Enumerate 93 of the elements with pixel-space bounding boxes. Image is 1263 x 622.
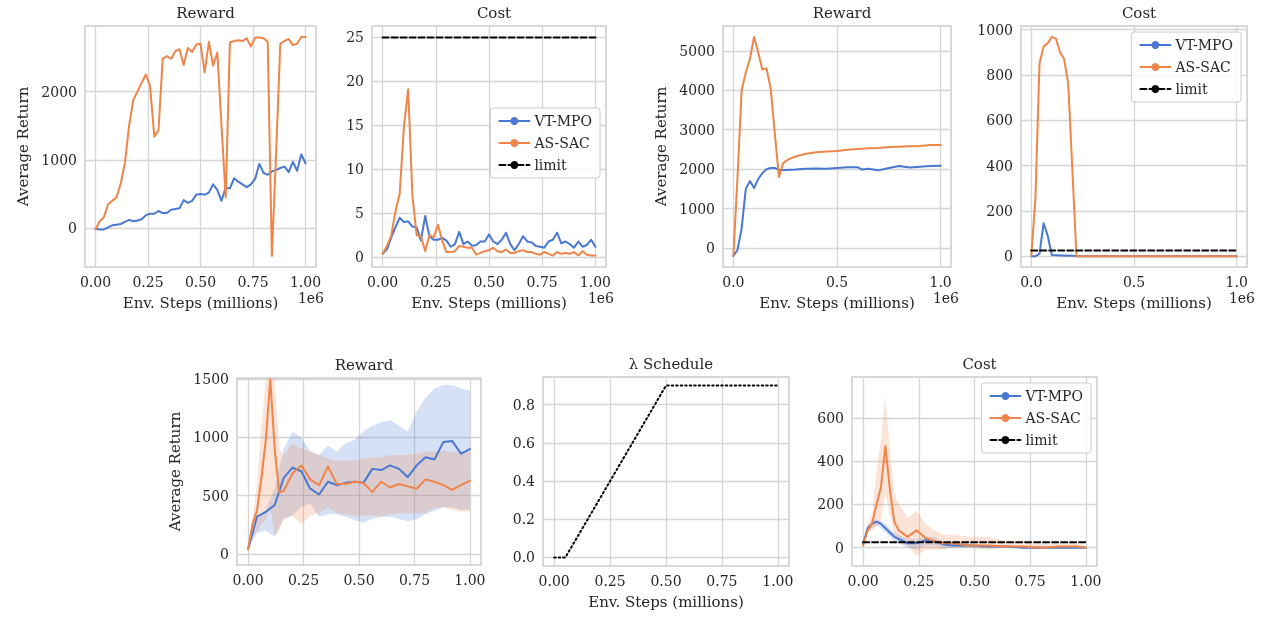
x-tick-label: 0.0: [1020, 274, 1043, 290]
text: 1e6: [587, 290, 615, 306]
x-tick-label: 0.50: [184, 274, 217, 290]
y-tick-label: 0.2: [512, 511, 535, 528]
x-tick-label: 0.75: [526, 274, 558, 290]
chart-title: Cost: [962, 354, 997, 373]
y-tick-label: 25: [346, 29, 364, 46]
y-tick-label: 0: [355, 249, 364, 266]
x-tick-label: 0.50: [650, 573, 682, 589]
x-tick-label: 0.25: [903, 573, 935, 589]
x-axis-title: Env. Steps (millions): [588, 592, 744, 611]
legend-label: VT-MPO: [1174, 37, 1233, 53]
legend-label: AS-SAC: [1024, 410, 1081, 426]
y-tick-label: 600: [817, 410, 844, 427]
y-tick-label: 0.8: [512, 396, 535, 413]
x-tick-label: 0.5: [825, 274, 849, 290]
x-tick-label: 0.50: [473, 274, 505, 290]
y-tick-label: 200: [986, 202, 1013, 219]
x-tick-label: 1.00: [454, 572, 486, 588]
x-axis-title: Env. Steps (millions): [759, 293, 915, 312]
x-axis-title: Env. Steps (millions): [122, 293, 279, 312]
x-tick-label: 0.00: [538, 573, 570, 589]
legend-label: AS-SAC: [1174, 59, 1231, 75]
y-tick-label: 0.4: [512, 473, 536, 490]
x-tick-label: 0.25: [420, 274, 452, 290]
x-tick-label: 0.75: [706, 573, 738, 589]
y-tick-label: 4000: [679, 82, 715, 99]
y-tick-label: 400: [986, 157, 1013, 174]
x-tick-label: 1.00: [762, 573, 794, 589]
x-tick-label: 1.0: [929, 274, 952, 290]
text: 1e6: [1228, 290, 1256, 306]
y-tick-label: 3000: [679, 121, 715, 138]
x-tick-label: 0.50: [958, 573, 991, 589]
y-axis-title: Average Return: [165, 411, 184, 533]
y-axis-title: Average Return: [13, 86, 32, 208]
y-tick-label: 0: [706, 240, 715, 257]
y-tick-label: 0: [68, 220, 77, 237]
x-tick-label: 0.50: [343, 572, 375, 588]
x-tick-label: 1.00: [1070, 573, 1102, 589]
chart-title: Cost: [1121, 3, 1157, 22]
x-tick-label: 0.75: [237, 274, 269, 290]
y-tick-label: 0.0: [512, 549, 535, 566]
text: 1e6: [932, 290, 960, 306]
x-tick-label: 1.00: [289, 274, 322, 290]
text: 1e6: [297, 290, 325, 306]
y-tick-label: 5: [355, 205, 364, 222]
y-tick-label: 800: [986, 66, 1013, 83]
x-tick-label: 0.5: [1122, 274, 1146, 290]
y-tick-label: 2000: [679, 161, 715, 178]
y-tick-label: 1000: [679, 200, 715, 217]
y-tick-label: 0.6: [512, 434, 536, 451]
x-tick-label: 0.00: [79, 274, 112, 290]
x-tick-label: 1.00: [579, 274, 611, 290]
y-axis-title: Average Return: [651, 86, 670, 208]
chart-title: Reward: [334, 355, 394, 374]
y-tick-label: 200: [817, 496, 844, 513]
x-tick-label: 0.25: [132, 274, 164, 290]
y-tick-label: 1000: [193, 429, 229, 446]
x-tick-label: 0.00: [367, 274, 399, 290]
y-tick-label: 15: [346, 117, 364, 134]
y-tick-label: 600: [986, 112, 1013, 129]
legend-label: VT-MPO: [533, 112, 592, 129]
y-tick-label: 1000: [41, 151, 77, 168]
chart-title: Reward: [176, 3, 236, 22]
y-tick-label: 10: [346, 161, 364, 178]
legend-label: AS-SAC: [533, 134, 590, 151]
legend-label: limit: [1175, 81, 1209, 97]
x-tick-label: 0.25: [594, 573, 626, 589]
x-tick-label: 0.25: [287, 572, 320, 588]
y-tick-label: 400: [817, 453, 844, 470]
legend-label: limit: [534, 156, 568, 173]
x-tick-label: 0.00: [232, 572, 264, 588]
x-tick-label: 0.0: [722, 274, 745, 290]
y-tick-label: 2000: [41, 83, 77, 100]
y-tick-label: 1500: [193, 371, 229, 388]
y-tick-label: 1000: [977, 21, 1013, 38]
x-axis-title: Env. Steps (millions): [1056, 293, 1212, 312]
x-axis-title: Env. Steps (millions): [411, 293, 567, 312]
y-tick-label: 0: [835, 539, 844, 556]
y-tick-label: 5000: [679, 42, 715, 59]
x-tick-label: 1.0: [1225, 274, 1248, 290]
chart-title: Reward: [812, 3, 872, 22]
legend-label: limit: [1025, 432, 1059, 448]
x-tick-label: 0.75: [398, 572, 431, 588]
x-tick-label: 0.00: [847, 573, 879, 589]
y-tick-label: 20: [346, 73, 364, 90]
y-tick-label: 0: [220, 545, 229, 562]
chart-title: λ Schedule: [628, 354, 714, 373]
chart-title: Cost: [476, 3, 512, 22]
legend-label: VT-MPO: [1024, 388, 1083, 404]
y-tick-label: 0: [1004, 248, 1013, 265]
x-tick-label: 0.75: [1014, 573, 1046, 589]
y-tick-label: 500: [202, 487, 229, 504]
